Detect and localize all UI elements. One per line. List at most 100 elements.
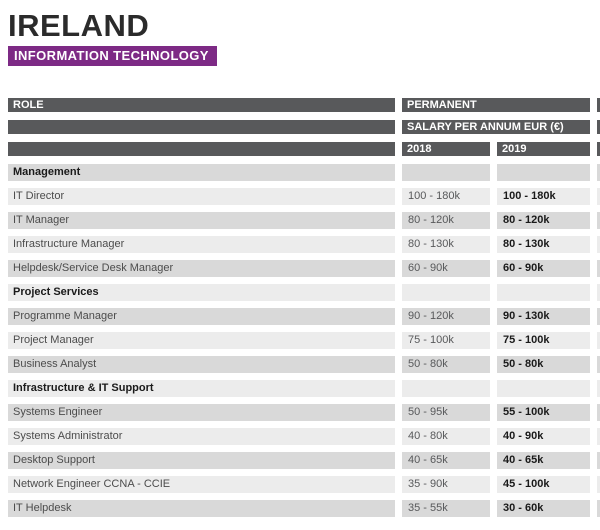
salary-2018-cell: 60 - 90k — [402, 259, 490, 277]
partial-next-column-cell — [597, 283, 600, 301]
column-gap — [395, 98, 402, 112]
table-row: Desktop Support 40 - 65k 40 - 65k — [0, 451, 600, 469]
table-row: IT Helpdesk 35 - 55k 30 - 60k — [0, 499, 600, 517]
table-row: Infrastructure Manager 80 - 130k 80 - 13… — [0, 235, 600, 253]
role-cell: Systems Administrator — [8, 427, 395, 445]
salary-2019-cell: 100 - 180k — [497, 187, 590, 205]
salary-2019-cell: 80 - 120k — [497, 211, 590, 229]
column-gap — [395, 260, 402, 277]
salary-2018-cell: 50 - 80k — [402, 355, 490, 373]
column-gap — [395, 452, 402, 469]
column-gap — [490, 452, 497, 469]
table-row: Systems Administrator 40 - 80k 40 - 90k — [0, 427, 600, 445]
page-title: IRELAND — [8, 8, 150, 43]
salary-2018-cell — [402, 163, 490, 181]
blank-header-bar — [8, 119, 395, 134]
section-title: Management — [8, 163, 395, 181]
salary-2018-cell: 90 - 120k — [402, 307, 490, 325]
column-gap — [490, 476, 497, 493]
partial-next-column-header — [597, 97, 600, 112]
column-gap — [590, 380, 597, 397]
column-gap — [590, 260, 597, 277]
partial-next-column-cell — [597, 403, 600, 421]
role-cell: IT Helpdesk — [8, 499, 395, 517]
column-gap — [590, 332, 597, 349]
column-gap — [590, 308, 597, 325]
partial-next-column-cell — [597, 499, 600, 517]
column-gap — [395, 284, 402, 301]
salary-2019-cell: 45 - 100k — [497, 475, 590, 493]
partial-next-column-cell — [597, 211, 600, 229]
salary-2018-cell: 100 - 180k — [402, 187, 490, 205]
partial-next-column-cell — [597, 259, 600, 277]
column-gap — [395, 356, 402, 373]
salary-2018-cell: 75 - 100k — [402, 331, 490, 349]
role-cell: IT Director — [8, 187, 395, 205]
partial-next-column-cell — [597, 475, 600, 493]
salary-2018-cell: 40 - 80k — [402, 427, 490, 445]
salary-2019-cell: 80 - 130k — [497, 235, 590, 253]
salary-2019-cell: 75 - 100k — [497, 331, 590, 349]
table-row: IT Manager 80 - 120k 80 - 120k — [0, 211, 600, 229]
section-title: Project Services — [8, 283, 395, 301]
salary-2018-cell: 35 - 55k — [402, 499, 490, 517]
column-gap — [490, 356, 497, 373]
salary-2019-cell: 55 - 100k — [497, 403, 590, 421]
table-section-row: Infrastructure & IT Support — [0, 379, 600, 397]
partial-next-column-cell — [597, 427, 600, 445]
table-section-row: Management — [0, 163, 600, 181]
column-gap — [395, 428, 402, 445]
salary-2019-cell — [497, 379, 590, 397]
role-cell: Business Analyst — [8, 355, 395, 373]
column-gap — [395, 476, 402, 493]
table-row: IT Director 100 - 180k 100 - 180k — [0, 187, 600, 205]
column-gap — [590, 404, 597, 421]
salary-2019-cell: 40 - 65k — [497, 451, 590, 469]
salary-2019-cell: 40 - 90k — [497, 427, 590, 445]
salary-2019-cell — [497, 283, 590, 301]
section-title: Infrastructure & IT Support — [8, 379, 395, 397]
column-gap — [395, 188, 402, 205]
table-row: Business Analyst 50 - 80k 50 - 80k — [0, 355, 600, 373]
partial-next-column-cell — [597, 355, 600, 373]
table-header-row-1: ROLE PERMANENT — [0, 97, 600, 112]
role-cell: Network Engineer CCNA - CCIE — [8, 475, 395, 493]
blank-header-bar — [8, 141, 395, 156]
column-gap — [590, 500, 597, 517]
column-gap — [590, 188, 597, 205]
column-gap — [490, 164, 497, 181]
column-gap — [395, 236, 402, 253]
year-2019-header: 2019 — [497, 141, 590, 156]
table-row: Network Engineer CCNA - CCIE 35 - 90k 45… — [0, 475, 600, 493]
role-cell: Desktop Support — [8, 451, 395, 469]
column-gap — [490, 284, 497, 301]
partial-next-column-cell — [597, 307, 600, 325]
role-cell: Helpdesk/Service Desk Manager — [8, 259, 395, 277]
column-gap — [490, 380, 497, 397]
column-gap — [590, 356, 597, 373]
column-gap — [590, 164, 597, 181]
column-gap — [590, 476, 597, 493]
table-row: Project Manager 75 - 100k 75 - 100k — [0, 331, 600, 349]
column-gap — [490, 332, 497, 349]
column-gap — [395, 332, 402, 349]
salary-2019-cell: 30 - 60k — [497, 499, 590, 517]
column-gap — [490, 500, 497, 517]
column-gap — [590, 428, 597, 445]
partial-next-column-cell — [597, 379, 600, 397]
column-gap — [490, 188, 497, 205]
column-gap — [490, 428, 497, 445]
column-gap — [590, 120, 597, 134]
table-row: Programme Manager 90 - 120k 90 - 130k — [0, 307, 600, 325]
salary-2018-cell — [402, 379, 490, 397]
role-cell: Systems Engineer — [8, 403, 395, 421]
year-2018-header: 2018 — [402, 141, 490, 156]
column-gap — [490, 212, 497, 229]
column-gap — [590, 284, 597, 301]
salary-2018-cell — [402, 283, 490, 301]
column-gap — [490, 260, 497, 277]
column-gap — [395, 380, 402, 397]
page-header: IRELAND INFORMATION TECHNOLOGY — [0, 0, 600, 66]
partial-next-column-cell — [597, 163, 600, 181]
